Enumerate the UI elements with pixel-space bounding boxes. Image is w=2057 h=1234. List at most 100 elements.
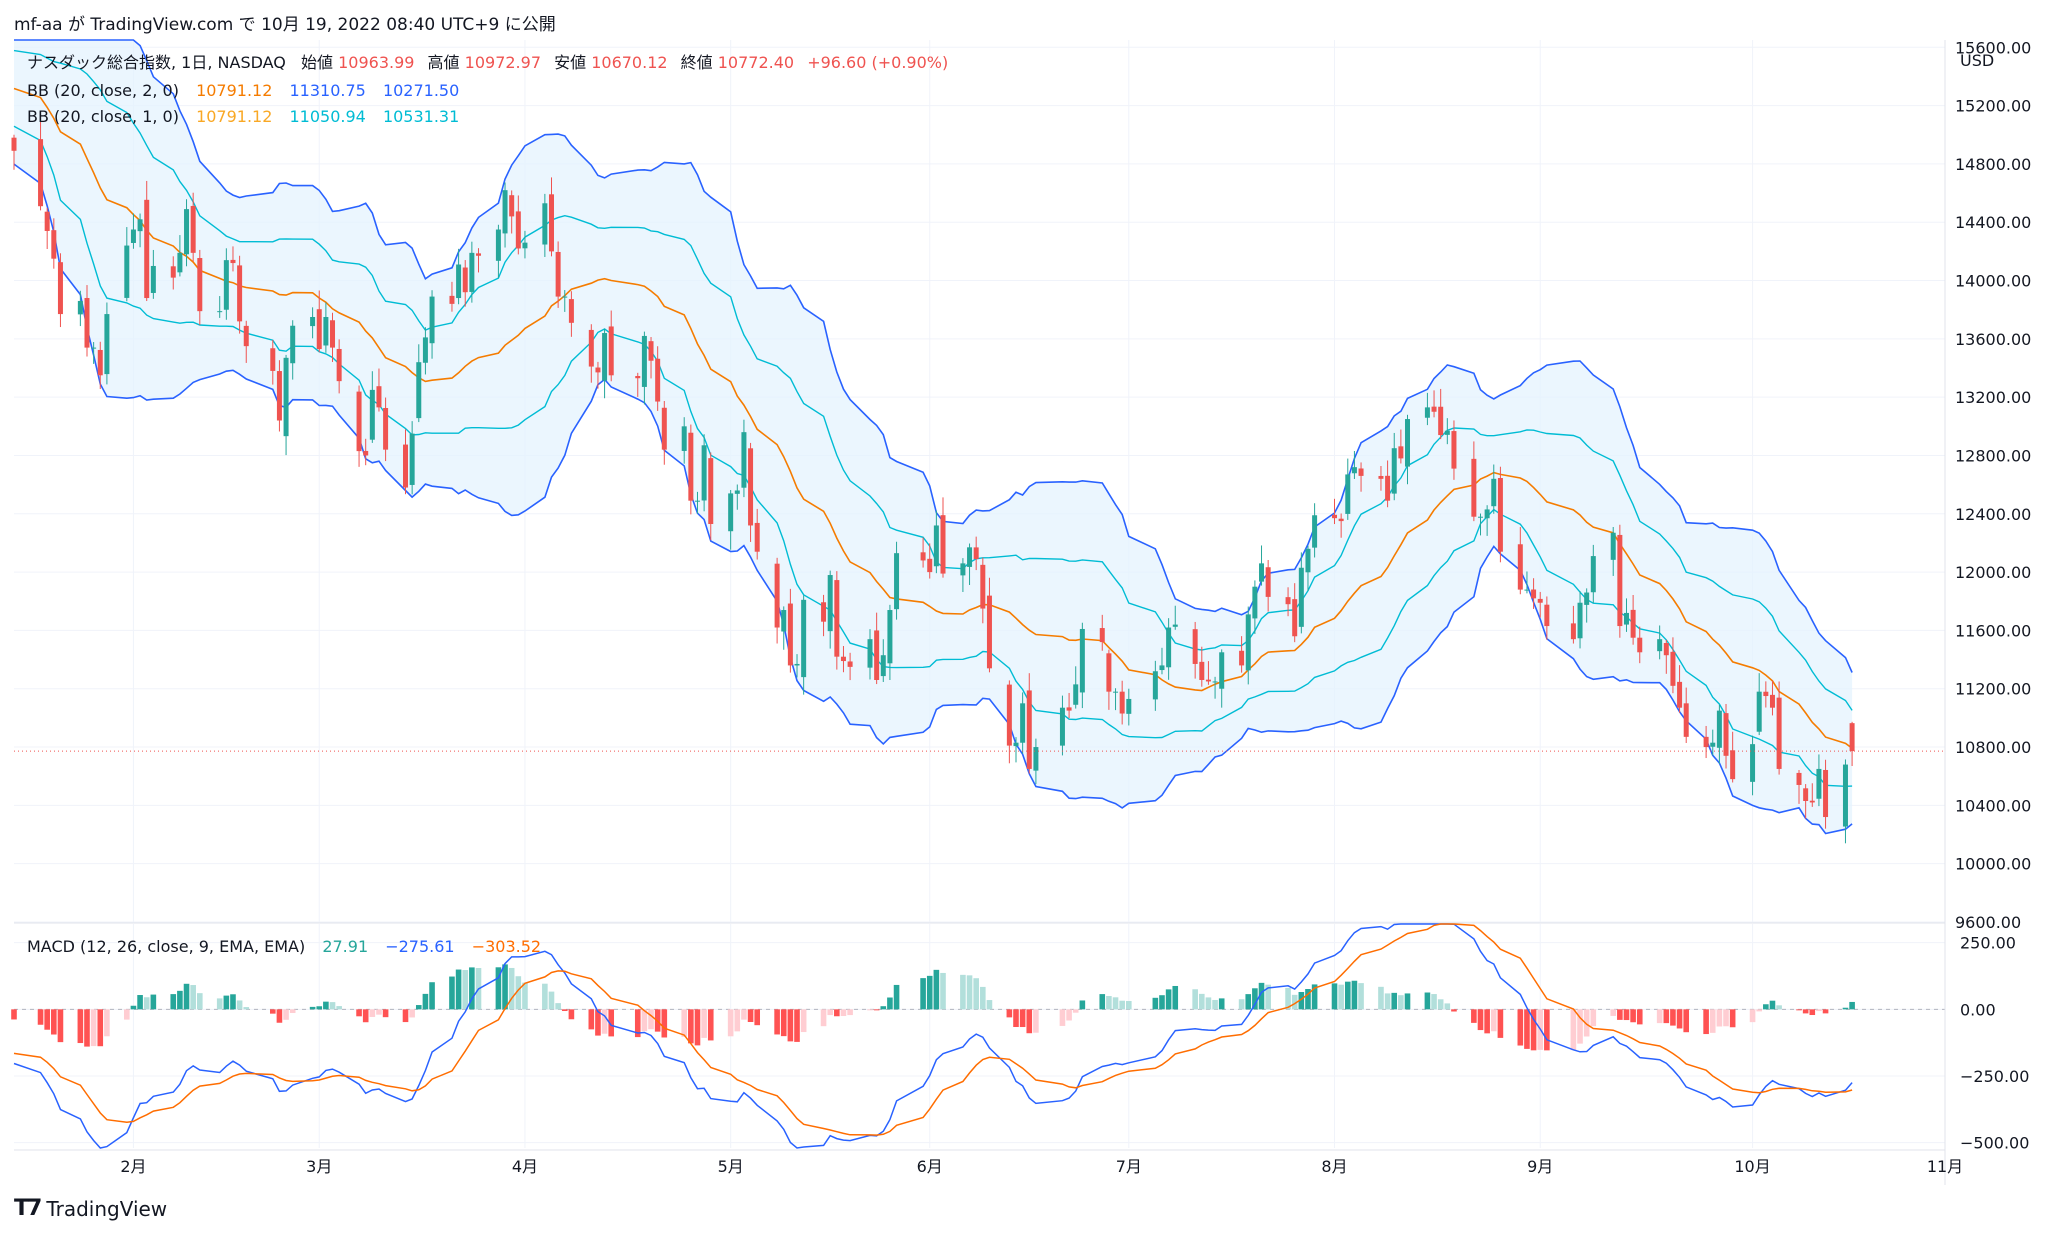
macd-hist-bar — [973, 978, 979, 1010]
macd-hist-bar — [986, 1000, 993, 1010]
candle — [1152, 660, 1158, 711]
candle — [781, 606, 787, 650]
macd-hist-bar — [1842, 1007, 1849, 1010]
candle-body — [1769, 694, 1775, 708]
macd-hist-bar — [336, 1006, 342, 1010]
currency-label: USD — [1960, 51, 1994, 70]
macd-hist-bar — [409, 1009, 415, 1018]
candle-body — [1730, 750, 1736, 780]
macd-hist-bar — [177, 990, 183, 1010]
candle — [429, 290, 435, 359]
price-pane[interactable]: ナスダック総合指数, 1日, NASDAQ 始値 10963.99 高値 109… — [11, 38, 2032, 932]
candle — [130, 213, 136, 249]
candle — [933, 510, 939, 574]
candle-body — [681, 426, 687, 451]
candle — [1106, 649, 1112, 710]
candle — [741, 419, 747, 498]
macd-hist-bar — [1192, 989, 1198, 1010]
candle — [602, 328, 608, 399]
price-axis[interactable]: 15600.00 15200.00 14800.00 14400.00 14000.00… — [1955, 38, 2031, 932]
candle — [469, 241, 475, 303]
candle — [184, 199, 190, 267]
macd-hist-bar — [701, 1009, 707, 1038]
candle-body — [469, 252, 475, 292]
candle-body — [363, 450, 369, 456]
candle — [894, 541, 900, 620]
candle-body — [276, 371, 282, 421]
candle-body — [774, 563, 780, 628]
candle — [190, 192, 196, 262]
candle-body — [1199, 661, 1205, 680]
time-tick-label: 3月 — [306, 1157, 332, 1176]
candle — [927, 543, 933, 579]
bb2-lower-value: 10271.50 — [383, 81, 459, 100]
candle — [383, 397, 389, 462]
bb1-lower-value: 10531.31 — [383, 107, 459, 126]
candle — [655, 346, 661, 411]
price-tick-label: 11600.00 — [1955, 621, 2031, 640]
candle — [840, 646, 846, 673]
candle-body — [509, 195, 515, 217]
candle-body — [1066, 707, 1072, 711]
time-axis[interactable]: 2月 3月 4月 5月 6月 7月 8月 9月 10月 11月 — [120, 1157, 1963, 1176]
candle — [973, 536, 979, 571]
macd-hist-bar — [455, 969, 462, 1010]
macd-hist-bar — [402, 1009, 409, 1023]
candle — [137, 213, 143, 248]
candle-body — [190, 205, 196, 253]
macd-hist-bar — [1072, 1009, 1079, 1013]
macd-hist-bar — [356, 1009, 362, 1017]
candle-body — [821, 602, 827, 622]
macd-axis[interactable]: 250.00 0.00 −250.00 −500.00 — [1960, 934, 2029, 1153]
candle-body — [894, 553, 900, 610]
close-label: 終値 — [681, 53, 713, 72]
candle — [1126, 688, 1132, 726]
candle-body — [1716, 710, 1722, 748]
price-tick-label: 14800.00 — [1955, 155, 2031, 174]
macd-hist-bar — [309, 1006, 316, 1010]
candle-body — [1710, 742, 1716, 747]
candle — [1823, 759, 1829, 829]
price-tick-label: 11200.00 — [1955, 680, 2031, 699]
candle-body — [11, 137, 17, 151]
candle — [1292, 583, 1298, 643]
candle — [509, 190, 515, 234]
macd-hist-bar — [283, 1009, 289, 1020]
candle-body — [1849, 723, 1855, 752]
candle — [708, 452, 714, 541]
svg-text:BB (20, close, 2, 0) 1: BB (20, close, 2, 0) 10791.12 11310.75 1… — [27, 81, 459, 100]
candle-body — [1239, 650, 1245, 666]
footer-brand[interactable]: 𝗧𝟳 TradingView — [14, 1196, 167, 1221]
low-label: 安値 — [554, 53, 586, 72]
candle-body — [1657, 639, 1663, 652]
macd-hist-bar — [429, 982, 435, 1010]
candle-body — [144, 199, 150, 299]
candle — [748, 442, 754, 542]
macd-hist-bar — [561, 1009, 568, 1012]
candle — [1026, 673, 1032, 774]
macd-hist-bar — [555, 1003, 561, 1010]
candle-body — [1099, 628, 1105, 643]
macd-hist-bar — [190, 985, 196, 1010]
candle — [1259, 545, 1265, 586]
candle-body — [515, 211, 521, 249]
candle — [1219, 649, 1225, 708]
candle — [462, 260, 468, 307]
candle — [316, 290, 322, 353]
candle — [1703, 725, 1709, 759]
candle-body — [217, 311, 223, 313]
macd-hist-bar — [1218, 998, 1225, 1010]
macd-hist-bar — [1059, 1009, 1066, 1026]
macd-hist-bar — [495, 967, 502, 1010]
macd-hist-bar — [1544, 1009, 1550, 1051]
candle-body — [1444, 430, 1450, 435]
macd-hist-bar — [867, 1009, 873, 1011]
macd-pane[interactable]: MACD (12, 26, close, 9, EMA, EMA) 27.91 … — [11, 923, 2029, 1153]
candle-body — [336, 348, 342, 382]
candle-body — [1670, 651, 1676, 686]
macd-hist-bar — [369, 1009, 376, 1017]
candle — [1245, 606, 1251, 685]
candle-body — [708, 458, 714, 525]
price-tick-label: 10400.00 — [1955, 796, 2031, 815]
